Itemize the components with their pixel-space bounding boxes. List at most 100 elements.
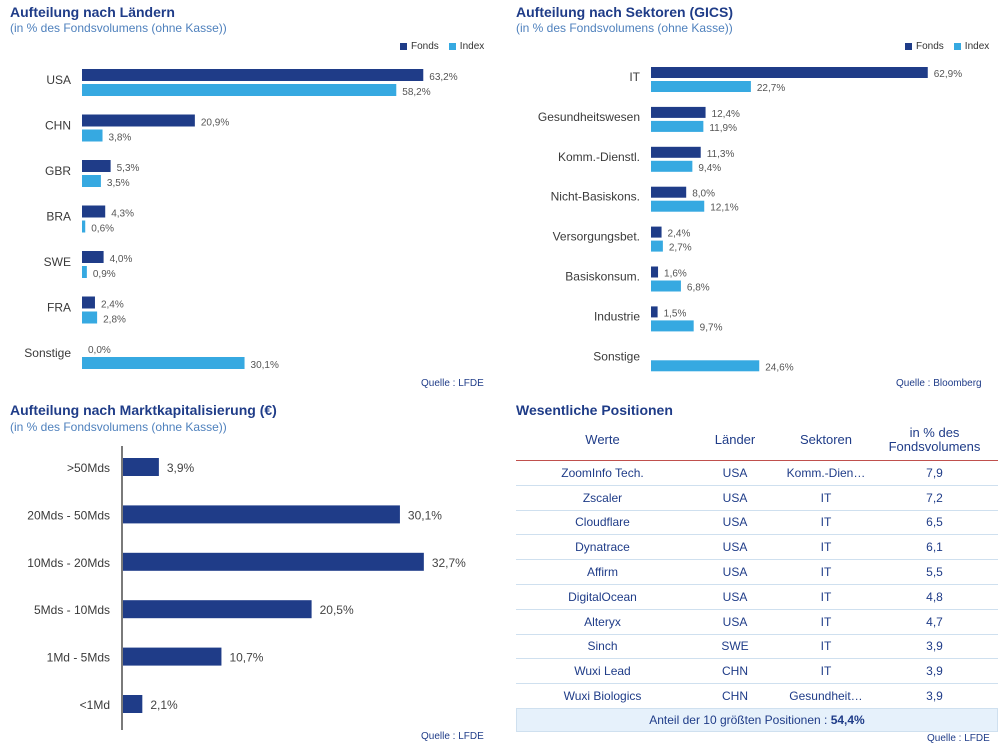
countries-subtitle: (in % des Fondsvolumens (ohne Kasse)) [10, 21, 227, 35]
bar-fonds-5mds-10mds [123, 600, 312, 619]
category-label-10mds-20mds: 10Mds - 20Mds [27, 556, 110, 570]
cell-laender: USA [689, 584, 781, 610]
table-row: Wuxi Biologics CHN Gesundheit… 3,9 [516, 683, 998, 709]
data-label-fonds-gesundheitswesen: 12,4% [712, 109, 740, 120]
cell-sektoren: IT [781, 634, 871, 660]
summary-label: Anteil der 10 größten Positionen : [649, 713, 828, 727]
data-label-fonds-chn: 20,9% [201, 118, 229, 129]
bar-fonds-nicht-basiskons [651, 186, 687, 198]
data-label-index-nicht-basiskons: 12,1% [710, 203, 738, 214]
legend-fonds-label: Fonds [916, 41, 944, 52]
legend-index-swatch [448, 43, 456, 50]
table-row: Sinch SWE IT 3,9 [516, 634, 998, 660]
data-label-index-it: 22,7% [757, 83, 785, 94]
category-label-nicht-basiskons: Nicht-Basiskons. [551, 190, 640, 204]
data-label-index-chn: 3,8% [109, 133, 132, 144]
table-row: ZoomInfo Tech. USA Komm.-Dien… 7,9 [516, 460, 998, 486]
table-row: Cloudflare USA IT 6,5 [516, 510, 998, 536]
cell-werte: Affirm [516, 559, 689, 585]
category-label-swe: SWE [44, 255, 71, 269]
category-label-sonstige: Sonstige [593, 349, 640, 363]
bar-fonds-10mds-20mds [123, 552, 424, 571]
bar-fonds-it [651, 67, 928, 78]
cell-sektoren: IT [781, 609, 871, 635]
header-laender: Länder [689, 420, 781, 461]
category-label-1md-5mds: 1Md - 5Mds [47, 651, 110, 665]
cell-percent: 5,5 [871, 559, 998, 585]
cell-werte: Alteryx [516, 609, 689, 635]
category-label-industrie: Industrie [594, 309, 640, 323]
bar-index-basiskonsum [651, 280, 681, 292]
table-row: Affirm USA IT 5,5 [516, 559, 998, 585]
data-label-fonds-nicht-basiskons: 8,0% [692, 189, 715, 200]
bar-fonds-usa [82, 69, 424, 81]
data-label-index-bra: 0,6% [91, 224, 114, 235]
cell-werte: Wuxi Lead [516, 658, 689, 685]
table-row: Alteryx USA IT 4,7 [516, 609, 998, 635]
sectors-chart: IT 62,9% 22,7% Gesundheitswesen 12,4% 11,9% Ko… [538, 67, 962, 373]
data-label-index-basiskonsum: 6,8% [687, 283, 710, 294]
positions-body: ZoomInfo Tech. USA Komm.-Dien… 7,9 Zscaler US… [516, 460, 998, 709]
bar-fonds-versorgungsbet [651, 226, 662, 238]
bar-fonds-20mds-50mds [123, 505, 400, 524]
legend-fonds-label: Fonds [411, 41, 439, 52]
data-label-index-industrie: 9,7% [700, 322, 723, 333]
bar-fonds-basiskonsum [651, 266, 659, 278]
bar-index-swe [82, 266, 87, 278]
legend-fonds-swatch [905, 43, 912, 50]
bar-index-bra [82, 220, 86, 233]
bar-index-versorgungsbet [651, 240, 663, 252]
bar-index-usa [82, 84, 397, 96]
category-label-sonstige: Sonstige [24, 346, 71, 360]
data-label-fonds-50mds: 3,9% [167, 461, 195, 475]
cell-sektoren: IT [781, 584, 871, 610]
sectors-title: Aufteilung nach Sektoren (GICS) [516, 4, 734, 20]
positions-source: Quelle : LFDE [927, 733, 990, 744]
sectors-legend: Fonds Index [905, 41, 989, 52]
marketcap-source: Quelle : LFDE [421, 731, 484, 742]
countries-legend: Fonds Index [400, 41, 484, 52]
header-sektoren: Sektoren [781, 420, 871, 461]
cell-sektoren: IT [781, 658, 871, 685]
cell-sektoren: IT [781, 485, 871, 511]
data-label-fonds-fra: 2,4% [101, 300, 124, 311]
data-label-fonds-komm-dienstl: 11,3% [707, 149, 735, 160]
table-row: Dynatrace USA IT 6,1 [516, 534, 998, 561]
category-label-1md: <1Md [80, 698, 110, 712]
bar-index-it [651, 81, 751, 92]
category-label-fra: FRA [47, 301, 71, 315]
bar-index-sonstige [82, 357, 245, 369]
cell-laender: USA [689, 559, 781, 585]
bar-fonds-50mds [123, 458, 159, 476]
data-label-index-versorgungsbet: 2,7% [669, 243, 692, 254]
legend-index-swatch [953, 43, 961, 50]
data-label-index-fra: 2,8% [103, 315, 126, 326]
cell-percent: 7,9 [871, 460, 998, 486]
cell-laender: SWE [689, 634, 781, 660]
header-percent: in % des Fondsvolumens [871, 420, 998, 461]
table-row: Wuxi Lead CHN IT 3,9 [516, 658, 998, 685]
sectors-subtitle: (in % des Fondsvolumens (ohne Kasse)) [516, 21, 733, 35]
positions-summary: Anteil der 10 größten Positionen : 54,4% [516, 708, 998, 732]
positions-table: Werte Länder Sektoren in % des Fondsvolu… [516, 420, 998, 709]
bar-index-industrie [651, 320, 694, 332]
data-label-fonds-basiskonsum: 1,6% [664, 269, 687, 280]
marketcap-title: Aufteilung nach Marktkapitalisierung (€) [10, 402, 277, 418]
cell-percent: 4,8 [871, 584, 998, 610]
data-label-fonds-sonstige: 0,0% [88, 345, 111, 356]
category-label-usa: USA [46, 73, 71, 87]
bar-index-nicht-basiskons [651, 200, 705, 212]
cell-laender: USA [689, 534, 781, 561]
countries-chart: USA 63,2% 58,2% CHN 20,9% 3,8% GBR 5,3% 3,5% BRA 4… [24, 69, 458, 371]
data-label-index-komm-dienstl: 9,4% [698, 163, 721, 174]
category-label-versorgungsbet: Versorgungsbet. [553, 230, 640, 244]
data-label-fonds-gbr: 5,3% [117, 163, 140, 174]
legend-index-label: Index [964, 41, 990, 52]
bar-index-fra [82, 311, 98, 324]
category-label-basiskonsum: Basiskonsum. [565, 270, 640, 284]
cell-werte: Cloudflare [516, 510, 689, 536]
bar-index-gesundheitswesen [651, 120, 704, 132]
data-label-index-sonstige: 24,6% [765, 362, 793, 373]
data-label-fonds-10mds-20mds: 32,7% [432, 556, 466, 570]
data-label-fonds-5mds-10mds: 20,5% [320, 603, 354, 617]
